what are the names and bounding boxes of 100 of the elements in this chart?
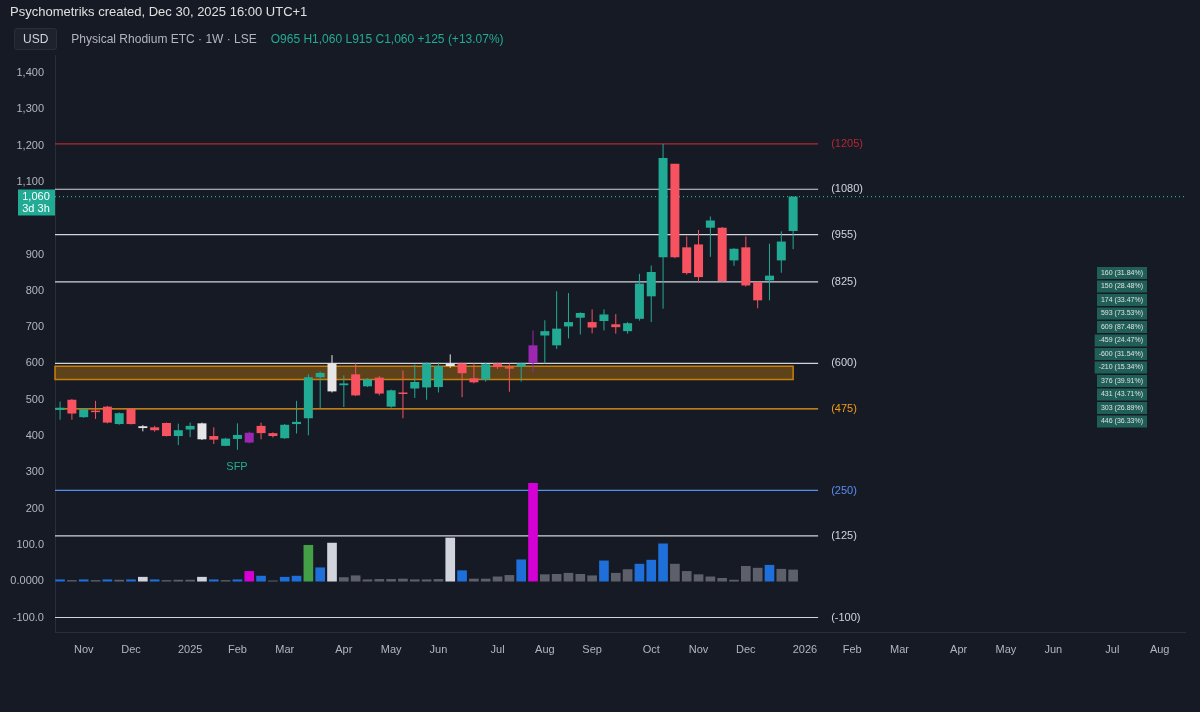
candlestick xyxy=(433,361,443,393)
candlestick xyxy=(481,362,491,383)
y-tick-label: 400 xyxy=(25,429,44,442)
candlestick xyxy=(351,362,361,397)
ref-line-label: (-100) xyxy=(831,610,861,623)
x-tick-label: Mar xyxy=(275,642,295,655)
candlestick xyxy=(587,308,597,334)
bar xyxy=(457,570,467,582)
y-tick-label: 800 xyxy=(25,283,44,296)
y-tick-label: 1,200 xyxy=(16,138,44,151)
y-tick-label: 700 xyxy=(25,320,44,333)
x-tick-label: Nov xyxy=(73,642,94,655)
x-tick-label: Feb xyxy=(227,642,247,655)
bar xyxy=(197,576,207,582)
x-tick-label: May xyxy=(995,642,1017,655)
bar xyxy=(421,579,432,582)
candlestick xyxy=(552,290,562,350)
bar xyxy=(480,578,491,582)
bar xyxy=(575,573,586,582)
bar xyxy=(563,572,574,582)
candlestick xyxy=(528,329,538,373)
ref-line-label: (250) xyxy=(831,483,857,496)
x-tick-label: Oct xyxy=(642,642,660,655)
bar xyxy=(208,579,219,582)
y-tick-label: 0.0000 xyxy=(10,574,44,587)
bar xyxy=(634,563,645,582)
x-tick-label: Feb xyxy=(842,642,862,655)
bar xyxy=(622,569,633,582)
x-tick-label: Aug xyxy=(535,642,555,655)
y-tick-label: 1,100 xyxy=(16,175,44,188)
y-tick-label: 300 xyxy=(25,465,44,478)
candlestick xyxy=(55,401,65,421)
x-tick-label: Jun xyxy=(429,642,448,655)
ref-line-label: (475) xyxy=(831,401,857,414)
x-tick-label: Aug xyxy=(1149,642,1170,655)
bar xyxy=(717,577,728,582)
annotation: SFP xyxy=(226,460,248,473)
ref-line-label: (600) xyxy=(831,356,857,369)
candlestick xyxy=(173,423,183,446)
bar xyxy=(291,575,302,582)
bar xyxy=(776,568,787,582)
candlestick xyxy=(599,308,609,331)
candlestick xyxy=(67,398,77,421)
ref-line-label: (955) xyxy=(831,227,857,240)
x-tick-label: Apr xyxy=(950,642,968,655)
bar xyxy=(741,565,751,582)
bar xyxy=(516,559,527,582)
candlestick xyxy=(339,374,349,408)
bar xyxy=(315,567,326,582)
bar xyxy=(670,563,680,582)
bar xyxy=(610,572,621,582)
x-tick-label: 2025 xyxy=(177,642,203,655)
bar xyxy=(256,575,266,582)
text: 3d 3h xyxy=(22,201,50,214)
bar xyxy=(788,569,798,582)
bar xyxy=(149,579,160,582)
bar xyxy=(303,544,314,582)
y-tick-label: 1,300 xyxy=(16,102,44,115)
bar xyxy=(55,579,65,582)
chart-title: Physical Rhodium ETC · 1W · LSE xyxy=(71,32,257,46)
candlestick xyxy=(705,215,715,258)
bar xyxy=(138,576,148,582)
x-tick-label: Mar xyxy=(890,642,910,655)
x-tick-label: Dec xyxy=(736,642,757,655)
x-tick-label: 2026 xyxy=(792,642,818,655)
bar xyxy=(445,537,456,582)
bar xyxy=(244,571,255,582)
y-tick-label: 1,400 xyxy=(16,66,44,79)
x-tick-label: Sep xyxy=(582,642,602,655)
candlestick xyxy=(374,375,384,396)
bar xyxy=(658,543,668,582)
bar xyxy=(386,579,396,582)
ref-line-label: (125) xyxy=(831,528,857,541)
bar xyxy=(78,579,89,582)
candlestick xyxy=(256,422,266,440)
bar xyxy=(398,578,408,582)
bar xyxy=(374,579,385,582)
x-tick-label: Apr xyxy=(335,642,353,655)
x-tick-label: Jun xyxy=(1044,642,1063,655)
x-tick-label: Nov xyxy=(688,642,709,655)
bar xyxy=(752,567,763,582)
bar xyxy=(528,482,538,582)
bar xyxy=(102,579,113,582)
bar xyxy=(693,574,704,582)
candlestick xyxy=(398,369,408,419)
candlestick xyxy=(504,362,514,393)
candlestick xyxy=(469,362,479,384)
y-tick-label: 200 xyxy=(25,501,44,514)
candlestick xyxy=(410,364,420,399)
bar xyxy=(279,576,290,582)
bar xyxy=(350,575,361,582)
bar xyxy=(551,573,562,582)
x-tick-label: Dec xyxy=(121,642,142,655)
bar xyxy=(681,571,692,582)
bar xyxy=(409,579,420,582)
ref-line-label: (825) xyxy=(831,274,857,287)
candlestick xyxy=(185,422,195,438)
text: Psychometriks created, Dec 30, 2025 16:00 UTC+1 xyxy=(10,4,308,19)
bar xyxy=(492,576,503,582)
text: USD xyxy=(14,28,58,50)
